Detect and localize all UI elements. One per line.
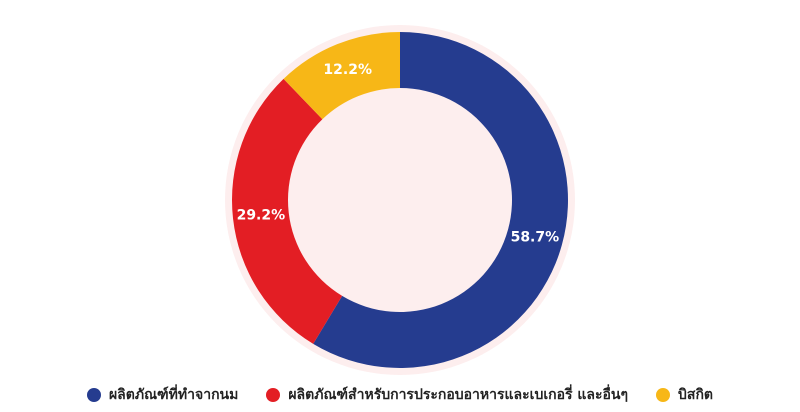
donut-segment: [313, 32, 568, 368]
legend-label: บิสกิต: [678, 387, 714, 403]
legend-label: ผลิตภัณฑ์ที่ทำจากนม: [108, 387, 239, 403]
legend-label: ผลิตภัณฑ์สำหรับการประกอบอาหารและเบเกอรี่…: [288, 387, 629, 403]
legend-item: ผลิตภัณฑ์ที่ทำจากนม: [86, 384, 239, 406]
legend-marker: [86, 388, 101, 402]
donut-segment: [283, 32, 400, 120]
legend-marker: [266, 388, 281, 402]
value-label: 58.7%: [511, 230, 560, 246]
legend: ผลิตภัณฑ์ที่ทำจากนม ผลิตภัณฑ์สำหรับการประ…: [0, 384, 800, 406]
donut-segment: [231, 78, 343, 344]
legend-marker: [656, 388, 671, 402]
value-label: 29.2%: [237, 208, 286, 224]
legend-item: บิสกิต: [656, 384, 713, 406]
legend-item: ผลิตภัณฑ์สำหรับการประกอบอาหารและเบเกอรี่…: [266, 384, 628, 406]
chart: 58.7% 29.2% 12.2%: [225, 25, 575, 375]
value-label: 12.2%: [323, 62, 372, 78]
